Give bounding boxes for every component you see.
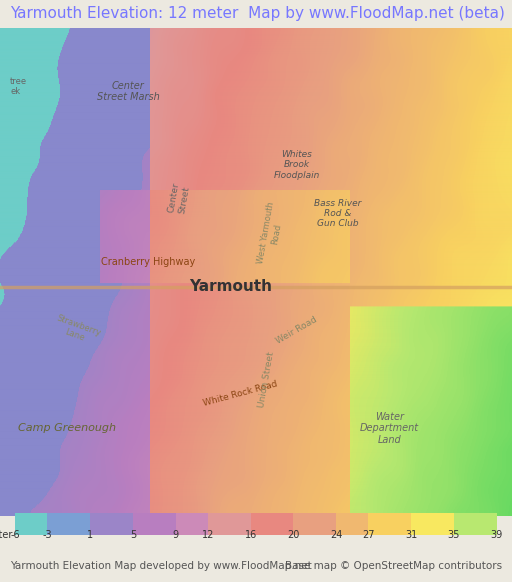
Bar	[454, 513, 497, 535]
Bar	[48, 513, 90, 535]
Bar	[15, 513, 48, 535]
Text: 31: 31	[405, 530, 417, 540]
Text: tree
ek: tree ek	[10, 77, 27, 96]
Text: Yarmouth: Yarmouth	[189, 279, 272, 294]
Text: Yarmouth Elevation Map developed by www.FloodMap.net: Yarmouth Elevation Map developed by www.…	[10, 561, 312, 571]
Bar	[208, 513, 251, 535]
Text: meter: meter	[0, 530, 13, 540]
Bar	[368, 513, 411, 535]
Text: -6: -6	[11, 530, 20, 540]
Bar	[176, 513, 208, 535]
Text: Strawberry
Lane: Strawberry Lane	[52, 314, 102, 348]
Text: 16: 16	[245, 530, 257, 540]
Bar	[411, 513, 454, 535]
Bar	[133, 513, 176, 535]
Text: Bass River
Rod &
Gun Club: Bass River Rod & Gun Club	[314, 198, 361, 228]
Bar	[293, 513, 336, 535]
Bar	[251, 513, 293, 535]
Text: Center
Street Marsh: Center Street Marsh	[97, 81, 159, 102]
Bar	[90, 513, 133, 535]
Text: Water
Department
Land: Water Department Land	[359, 411, 419, 445]
Text: White Rock Road: White Rock Road	[203, 380, 279, 409]
Text: 5: 5	[130, 530, 136, 540]
Text: 39: 39	[490, 530, 503, 540]
Text: Camp Greenough: Camp Greenough	[17, 423, 116, 434]
Text: 12: 12	[202, 530, 214, 540]
Text: Center
Street: Center Street	[167, 182, 191, 215]
Text: Weir Road: Weir Road	[275, 315, 319, 346]
Text: 27: 27	[362, 530, 375, 540]
Text: Yarmouth Elevation: 12 meter  Map by www.FloodMap.net (beta): Yarmouth Elevation: 12 meter Map by www.…	[10, 6, 505, 22]
Text: Union Street: Union Street	[257, 351, 275, 408]
Text: West Yarmouth
Road: West Yarmouth Road	[257, 200, 286, 265]
Text: Base map © OpenStreetMap contributors: Base map © OpenStreetMap contributors	[285, 561, 502, 571]
Text: Cranberry Highway: Cranberry Highway	[101, 257, 196, 267]
Text: 35: 35	[447, 530, 460, 540]
Text: 1: 1	[87, 530, 93, 540]
Text: 20: 20	[287, 530, 300, 540]
Text: 9: 9	[173, 530, 179, 540]
Text: Whites
Brook
Floodplain: Whites Brook Floodplain	[274, 150, 320, 180]
Text: -3: -3	[42, 530, 52, 540]
Text: 24: 24	[330, 530, 343, 540]
Bar	[336, 513, 368, 535]
